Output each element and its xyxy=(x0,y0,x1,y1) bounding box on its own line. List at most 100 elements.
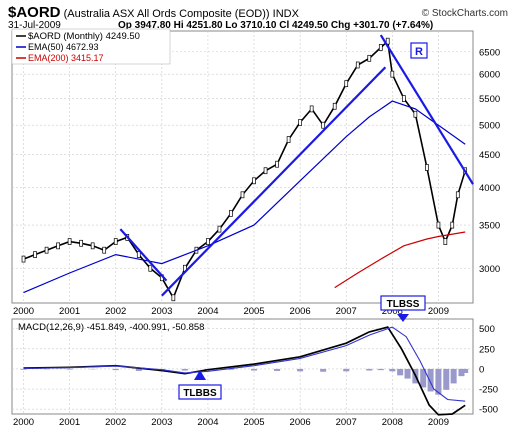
trendline-layer xyxy=(119,34,474,297)
macd-histogram-bar xyxy=(404,368,411,379)
macd-histogram-bar xyxy=(377,368,384,371)
price-bar-mark xyxy=(21,255,26,263)
macd-x-tick-label: 2000 xyxy=(13,417,34,428)
price-x-tick-label: 2003 xyxy=(151,306,172,317)
macd-histogram-bar xyxy=(389,368,396,372)
price-bar-mark xyxy=(344,80,349,88)
macd-x-tick-label: 2003 xyxy=(151,417,172,428)
macd-histogram-bar xyxy=(320,368,327,372)
price-bar-mark xyxy=(229,209,233,217)
macd-x-tick-label: 2008 xyxy=(382,417,403,428)
price-bar-mark xyxy=(390,70,395,78)
price-x-tick-label: 2004 xyxy=(197,306,218,317)
price-bar-mark xyxy=(367,54,372,62)
price-y-tick-label: 6000 xyxy=(479,70,500,81)
price-y-tick-label: 5000 xyxy=(479,121,500,132)
macd-x-tick-label: 2009 xyxy=(428,417,449,428)
price-bar-mark xyxy=(450,221,455,229)
macd-histogram-bar xyxy=(20,368,27,370)
price-series-layer xyxy=(21,37,468,302)
legend-box xyxy=(11,28,171,65)
price-x-tick-label: 2008 xyxy=(382,306,403,317)
macd-histogram-bar xyxy=(427,368,434,392)
macd-histogram-bar xyxy=(397,368,404,376)
price-bar-mark xyxy=(443,238,448,245)
price-y-tick-label: 3500 xyxy=(479,221,500,232)
price-y-tick-label: 5500 xyxy=(479,94,500,105)
macd-y-tick-label: 250 xyxy=(479,344,495,355)
macd-histogram-bar xyxy=(420,368,427,388)
macd-x-tick-label: 2007 xyxy=(336,417,357,428)
tlbss-top-annotation: TLBSS xyxy=(387,299,420,310)
macd-histogram-bar xyxy=(274,368,281,371)
price-bar-mark xyxy=(90,242,95,250)
price-bar-mark xyxy=(286,136,291,143)
price-x-tick-label: 2009 xyxy=(428,306,449,317)
macd-histogram-bar xyxy=(443,368,450,390)
chart-title: $AORD (Australia ASX All Ords Composite … xyxy=(8,4,299,21)
macd-histogram-bar xyxy=(435,368,442,395)
axis-label-layer: 2000 2000 2001 2001 2002 2002 2003 2003 2004 2004… xyxy=(13,47,500,428)
macd-y-tick-label: 500 xyxy=(479,324,495,335)
macd-grid xyxy=(11,318,474,415)
price-bar-mark xyxy=(171,294,176,302)
macd-x-tick-label: 2004 xyxy=(197,417,218,428)
macd-y-tick-label: -500 xyxy=(479,405,498,416)
r-annotation-box xyxy=(410,42,428,59)
price-x-tick-label: 2005 xyxy=(243,306,264,317)
macd-histogram-bar xyxy=(66,368,73,370)
price-bar-mark xyxy=(332,102,337,110)
price-bar-mark xyxy=(252,177,256,185)
price-bar-mark xyxy=(217,225,222,233)
series-line-ema200 xyxy=(334,231,466,289)
symbol-label: $AORD xyxy=(8,4,61,21)
macd-x-tick-label: 2001 xyxy=(59,417,80,428)
price-bar-mark xyxy=(33,251,37,258)
price-bar-mark xyxy=(455,191,460,199)
price-bar-mark xyxy=(79,239,84,247)
macd-histogram-bar xyxy=(458,368,465,377)
macd-series-layer xyxy=(20,326,469,416)
price-bar-mark xyxy=(113,238,118,245)
tlbss-top-box xyxy=(380,295,426,311)
price-bar-mark xyxy=(275,160,279,168)
price-y-tick-label: 6500 xyxy=(479,47,500,58)
macd-histogram-bar xyxy=(227,368,234,370)
exchange-label: INDX xyxy=(272,8,299,20)
macd-y-tick-label: -250 xyxy=(479,385,498,396)
r-annotation: R xyxy=(415,46,423,58)
macd-signal-line xyxy=(23,326,466,402)
index-name: (Australia ASX All Ords Composite (EOD)) xyxy=(63,8,270,20)
macd-histogram-bar xyxy=(462,368,469,374)
macd-histogram-bar xyxy=(251,368,258,371)
price-x-tick-label: 2006 xyxy=(290,306,311,317)
price-bar-mark xyxy=(436,221,441,229)
price-panel-frame xyxy=(11,30,474,304)
macd-histogram-bar xyxy=(366,368,373,371)
price-bar-mark xyxy=(321,121,326,129)
price-y-tick-label: 3000 xyxy=(479,264,500,275)
macd-histogram-bar xyxy=(181,368,188,371)
macd-y-tick-label: 0 xyxy=(479,364,484,375)
tlbss-top-arrow xyxy=(397,314,409,322)
macd-histogram-bar xyxy=(297,368,304,372)
macd-histogram-bar xyxy=(112,368,119,371)
series-line-ema50 xyxy=(23,100,466,294)
trendline xyxy=(379,34,474,185)
copyright-label: © StockCharts.com xyxy=(421,8,508,19)
price-bar-mark xyxy=(309,105,314,113)
legend-price-label: $AORD (Monthly) 4249.50 xyxy=(28,31,140,42)
price-bar-mark xyxy=(425,164,429,171)
series-line-price xyxy=(23,39,466,300)
date-label: 31-Jul-2009 xyxy=(8,20,61,31)
tlbss-bottom-arrow xyxy=(194,370,206,380)
tlbss-bottom-annotation: TLBBS xyxy=(183,388,217,399)
price-x-tick-label: 2002 xyxy=(105,306,126,317)
macd-panel-frame xyxy=(11,318,474,415)
ohlc-summary: Op 3947.80 Hi 4251.80 Lo 3710.10 Cl 4249… xyxy=(118,20,434,31)
price-bar-mark xyxy=(298,119,302,126)
price-bar-mark xyxy=(402,95,406,102)
price-bar-mark xyxy=(102,246,107,254)
legend-ema200-label: EMA(200) 3415.17 xyxy=(28,53,104,63)
